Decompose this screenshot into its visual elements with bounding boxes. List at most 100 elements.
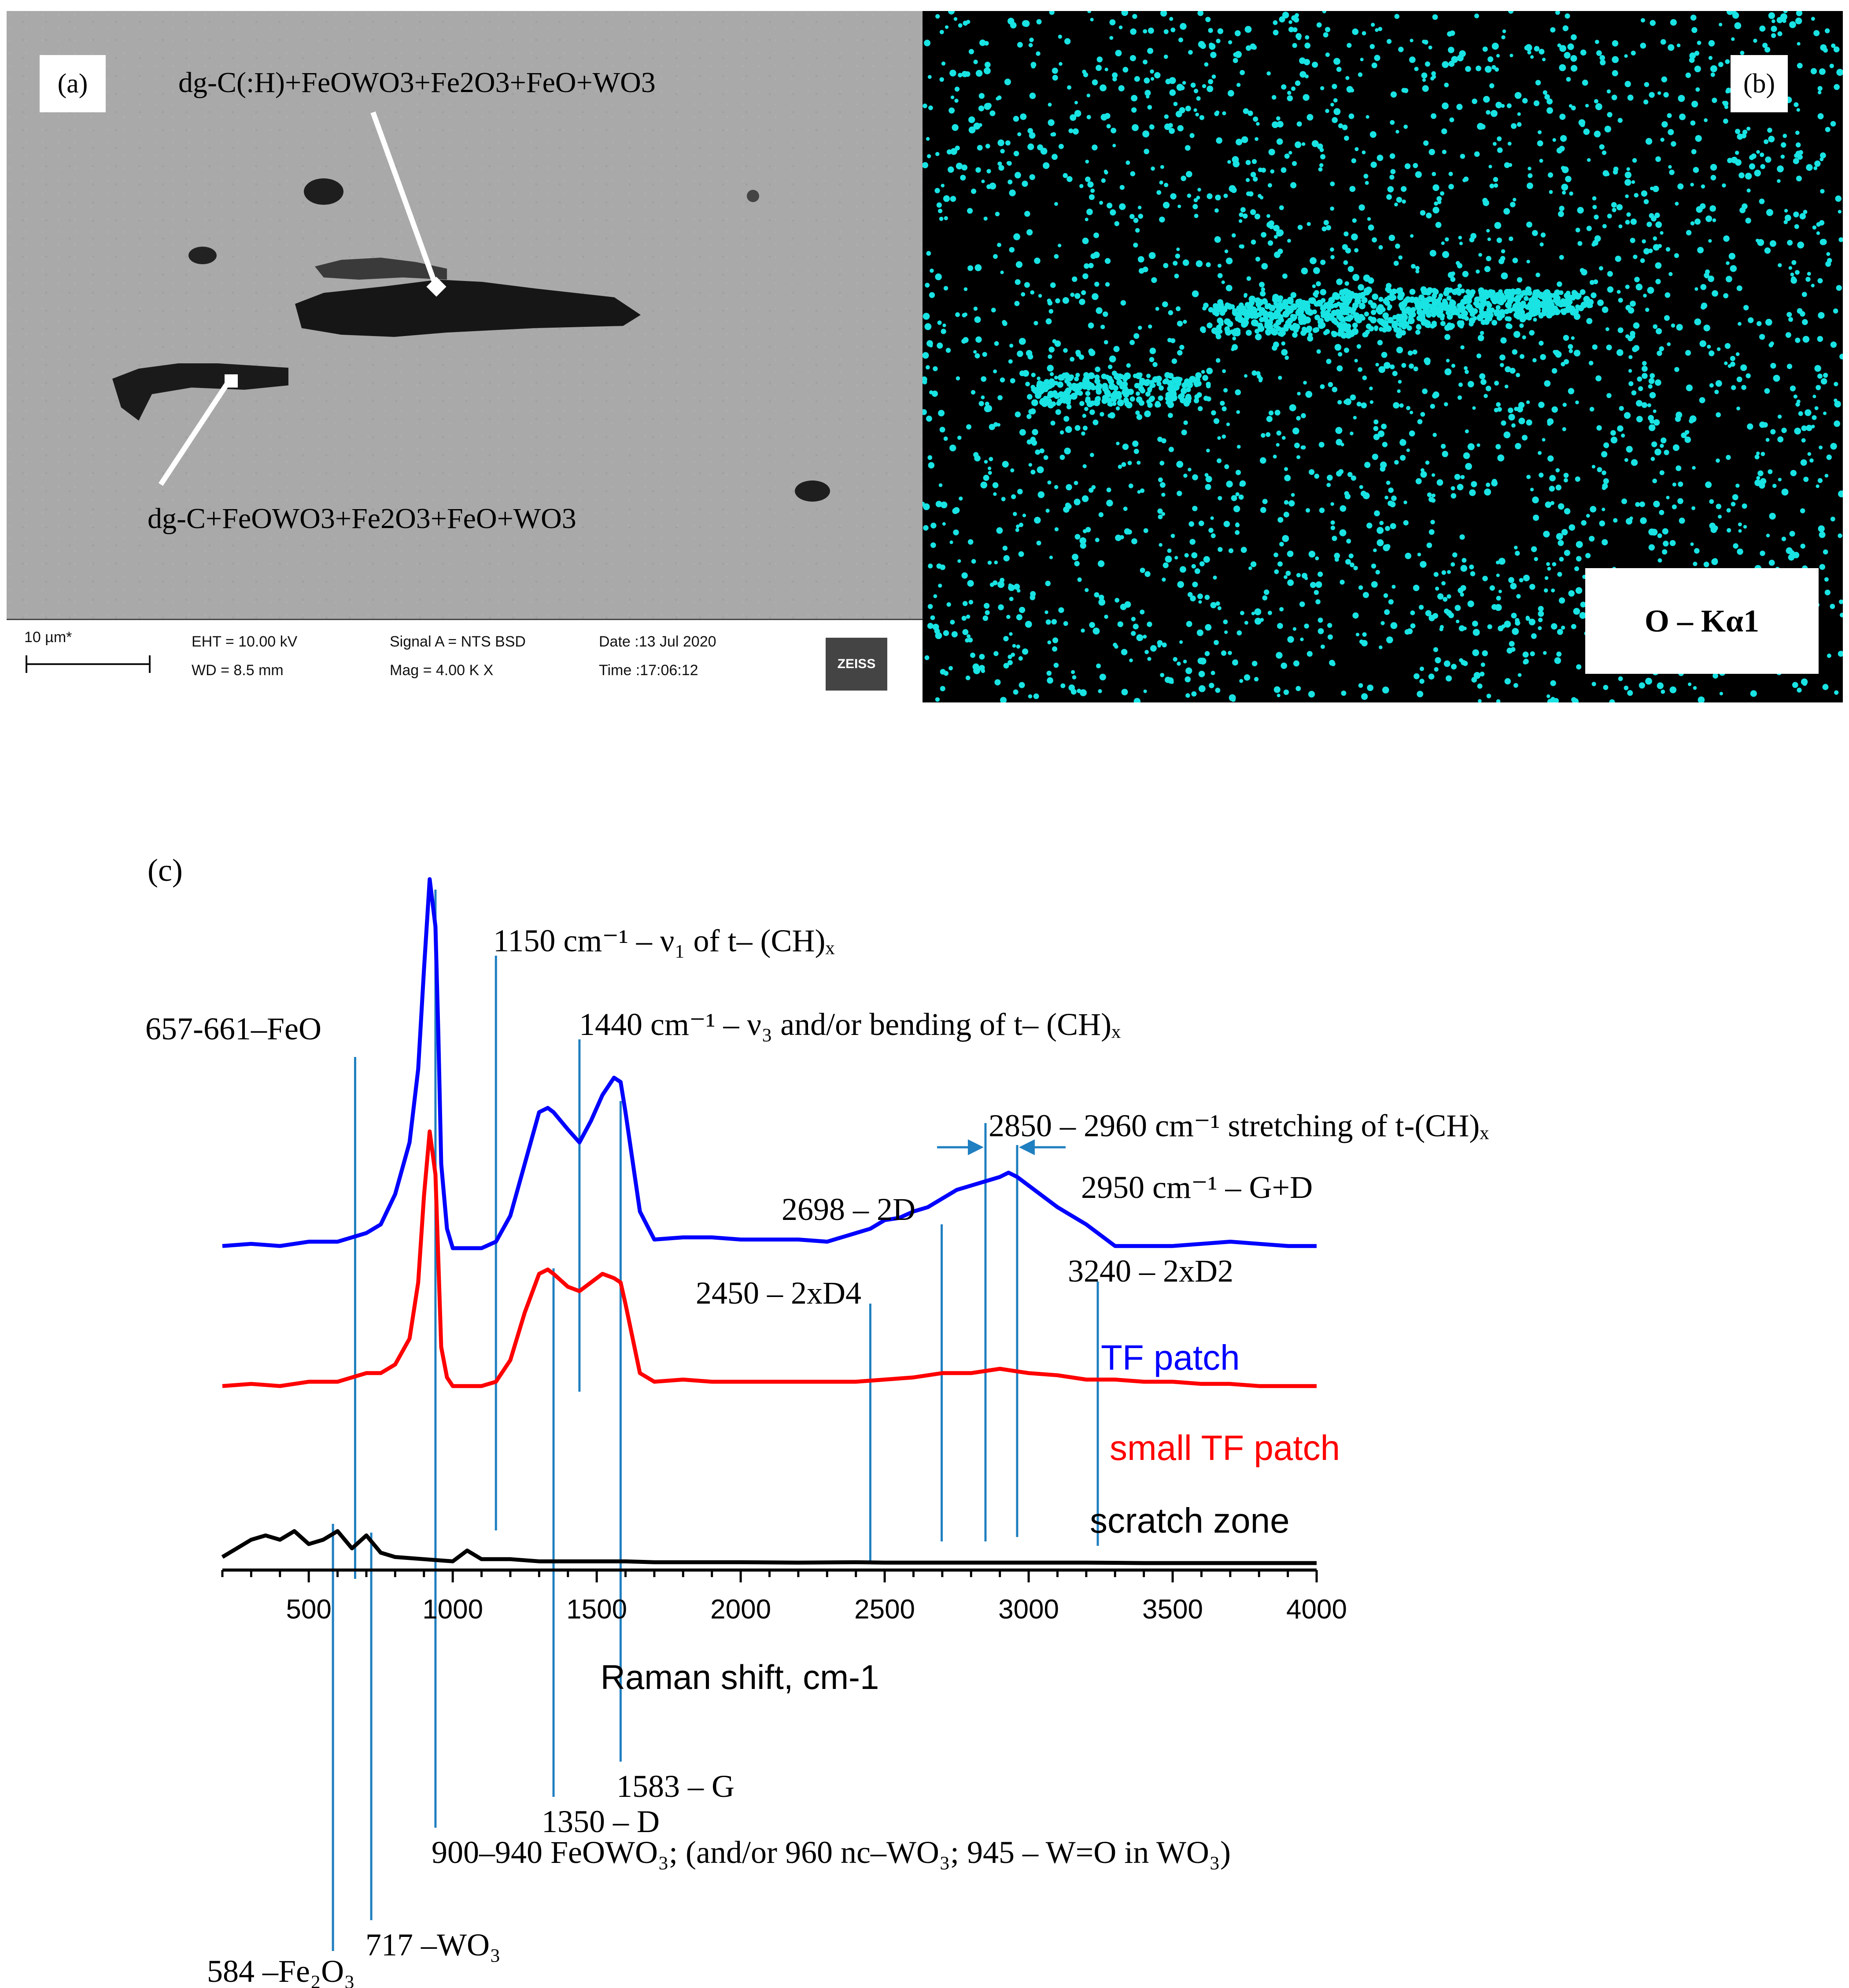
- eds-dot-dense: [1067, 394, 1073, 400]
- zeiss-logo: ZEISS: [826, 638, 887, 691]
- eds-dot: [1074, 534, 1081, 540]
- eds-dot: [1575, 227, 1580, 233]
- eds-dot: [1081, 290, 1086, 296]
- eds-dot: [1684, 436, 1691, 443]
- eds-dot: [1773, 374, 1780, 382]
- eds-dot: [1716, 458, 1720, 463]
- eds-dot: [1185, 667, 1192, 674]
- eds-dot: [1801, 292, 1807, 297]
- eds-dot-dense: [1266, 311, 1274, 318]
- eds-dot: [1771, 26, 1777, 32]
- eds-dot-dense: [1272, 296, 1279, 303]
- eds-dot: [1797, 241, 1805, 249]
- eds-dot: [968, 116, 975, 123]
- eds-dot: [1515, 443, 1521, 450]
- eds-dot: [1228, 650, 1232, 655]
- eds-dot: [1029, 37, 1034, 42]
- eds-dot: [1460, 592, 1464, 597]
- eds-dot: [1352, 218, 1357, 223]
- eds-dot: [1676, 43, 1681, 48]
- eds-dot: [1675, 416, 1681, 422]
- eds-dot: [1295, 13, 1299, 18]
- eds-dot-dense: [1277, 295, 1284, 301]
- eds-dot: [1174, 273, 1179, 279]
- eds-dot: [1819, 531, 1826, 538]
- eds-dot: [979, 39, 986, 46]
- eds-dot: [1662, 549, 1668, 555]
- eds-dot: [1176, 248, 1180, 251]
- eds-dot: [1058, 34, 1063, 39]
- eds-dot: [1469, 489, 1476, 496]
- eds-dot: [1099, 595, 1104, 600]
- eds-dot: [1526, 182, 1533, 189]
- eds-dot: [1390, 169, 1396, 174]
- eds-dot: [1371, 22, 1375, 27]
- eds-dot: [1685, 350, 1691, 356]
- eds-dot: [1668, 129, 1674, 136]
- eds-dot: [1819, 564, 1826, 570]
- eds-dot: [1104, 614, 1108, 619]
- eds-dot-dense: [1506, 316, 1512, 322]
- eds-dot: [971, 559, 976, 564]
- eds-dot-dense: [1572, 291, 1579, 298]
- eds-dot: [1449, 117, 1454, 122]
- eds-dot: [1783, 220, 1788, 225]
- eds-dot: [1215, 358, 1221, 363]
- eds-dot: [1143, 635, 1147, 639]
- eds-dot-dense: [1476, 314, 1483, 321]
- eds-dot: [1726, 88, 1731, 93]
- eds-dot: [1435, 586, 1439, 591]
- eds-dot: [1811, 17, 1815, 21]
- eds-dot: [1662, 528, 1668, 535]
- eds-dot: [1425, 61, 1430, 67]
- eds-dot: [1012, 644, 1016, 648]
- eds-dot: [1788, 554, 1795, 561]
- eds-dot: [1236, 83, 1241, 87]
- eds-dot: [941, 61, 946, 66]
- eds-dot-dense: [1409, 296, 1416, 303]
- eds-dot: [1626, 167, 1630, 171]
- eds-dot: [1802, 319, 1808, 325]
- eds-dot: [1591, 465, 1596, 469]
- eds-dot-dense: [1134, 383, 1140, 389]
- eds-dot: [1334, 557, 1339, 562]
- eds-dot: [1074, 101, 1078, 105]
- eds-dot: [1606, 344, 1612, 351]
- eds-dot: [1282, 11, 1289, 18]
- eds-dot: [1263, 589, 1270, 595]
- eds-dot: [994, 560, 998, 565]
- eds-dot: [1803, 210, 1808, 214]
- eds-dot: [1008, 583, 1012, 587]
- eds-dot: [1435, 657, 1441, 664]
- eds-dot: [1016, 614, 1022, 621]
- eds-dot-dense: [1499, 309, 1505, 315]
- eds-dot: [973, 667, 981, 674]
- eds-dot-dense: [1505, 302, 1512, 309]
- eds-dot: [1557, 628, 1563, 635]
- eds-dot: [1133, 242, 1138, 248]
- eds-dot: [954, 86, 960, 92]
- eds-dot: [1015, 261, 1023, 268]
- eds-dot-dense: [1371, 309, 1377, 315]
- eds-dot: [1736, 376, 1742, 382]
- eds-dot-dense: [1515, 288, 1522, 295]
- eds-dot: [981, 669, 985, 673]
- eds-dot: [1428, 673, 1435, 680]
- eds-dot: [1132, 440, 1139, 447]
- eds-dot: [1789, 531, 1795, 537]
- eds-dot: [1686, 430, 1690, 434]
- eds-dot: [1772, 484, 1777, 488]
- eds-dot: [1467, 381, 1474, 388]
- eds-dot: [1251, 661, 1258, 667]
- eds-dot: [1270, 169, 1275, 174]
- eds-dot: [1143, 528, 1148, 533]
- eds-dot: [1771, 19, 1775, 23]
- eds-dot: [975, 167, 981, 173]
- eds-dot: [1400, 455, 1406, 461]
- eds-dot-dense: [1333, 293, 1340, 300]
- eds-dot: [1551, 588, 1555, 593]
- eds-dot: [1430, 520, 1435, 525]
- eds-dot: [1410, 234, 1414, 238]
- eds-dot: [942, 522, 946, 526]
- eds-dot: [1163, 202, 1170, 209]
